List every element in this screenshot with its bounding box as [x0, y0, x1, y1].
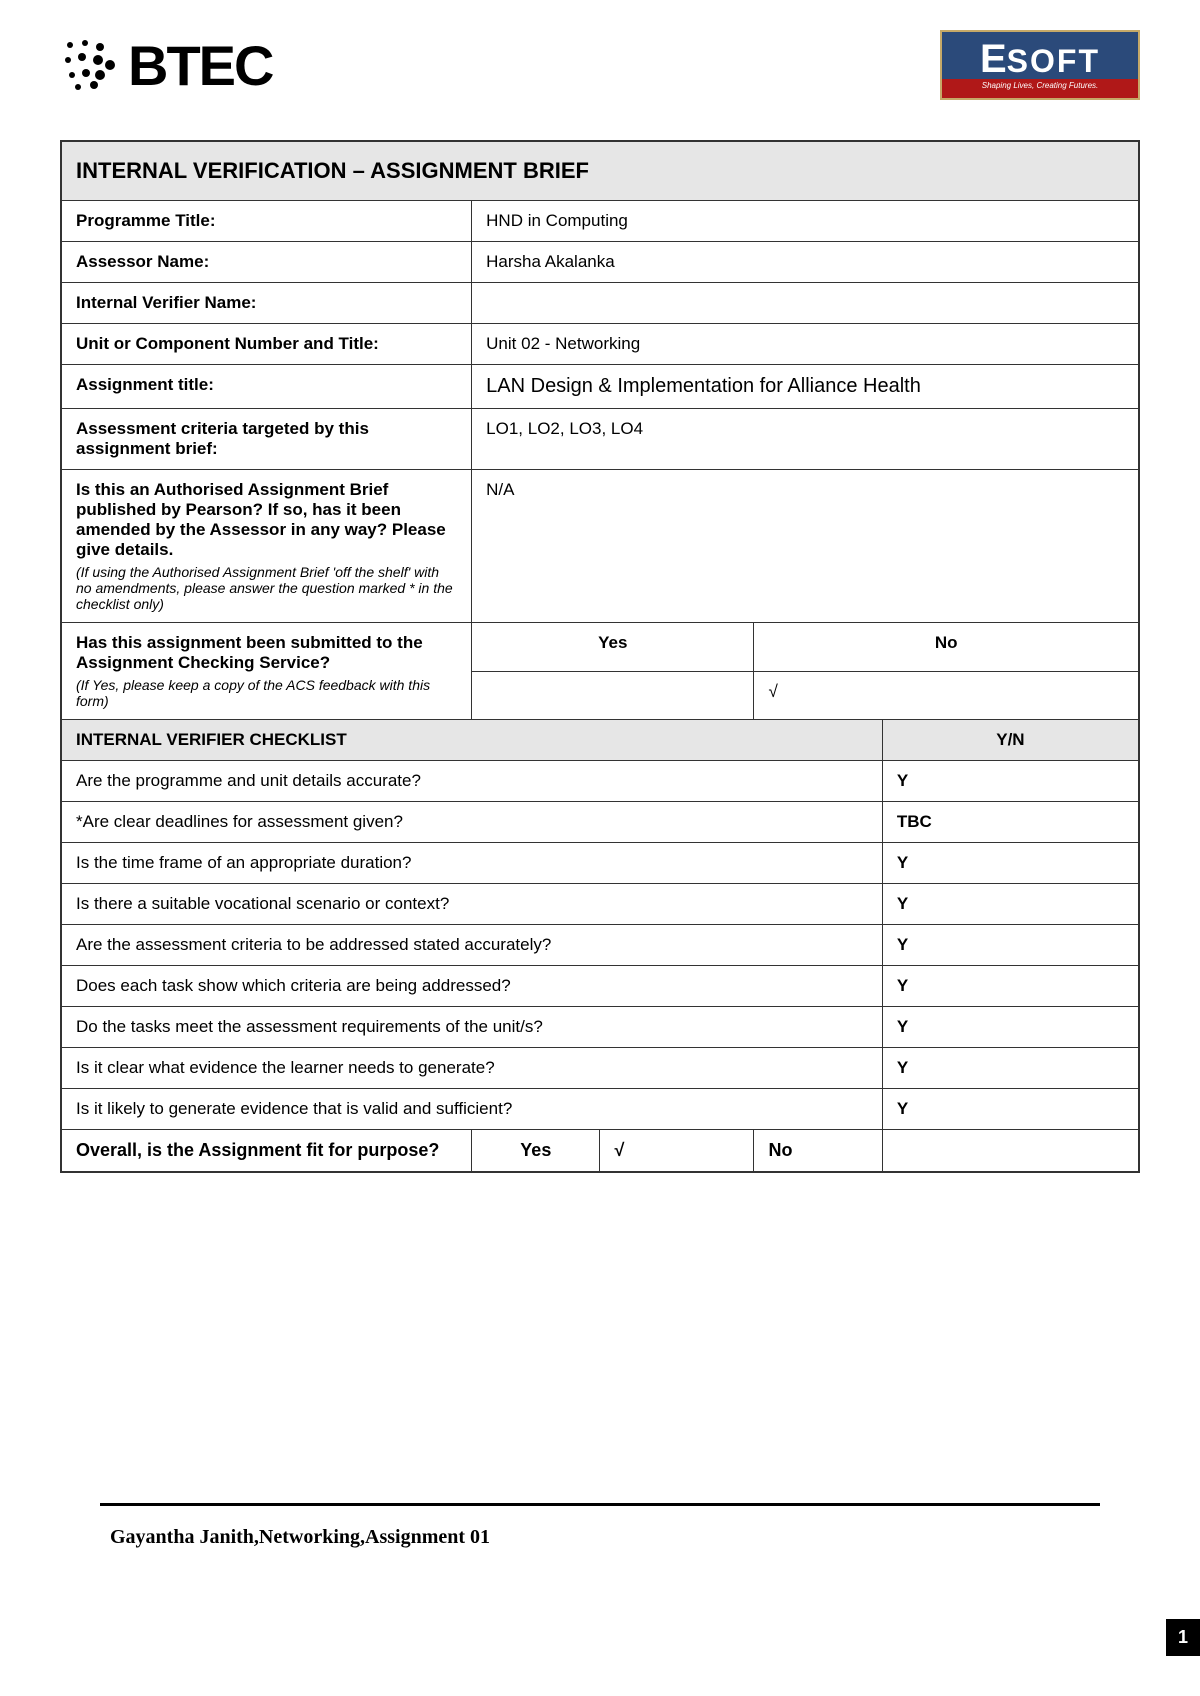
overall-yes-label: Yes [472, 1130, 600, 1173]
form-row: Assignment title: LAN Design & Implement… [61, 365, 1139, 409]
page-container: BTEC ESOFT Shaping Lives, Creating Futur… [0, 0, 1200, 1549]
overall-no-value [882, 1130, 1139, 1173]
overall-no-label: No [754, 1130, 882, 1173]
checklist-header-row: INTERNAL VERIFIER CHECKLIST Y/N [61, 720, 1139, 761]
checklist-row: Is it likely to generate evidence that i… [61, 1089, 1139, 1130]
overall-row: Overall, is the Assignment fit for purpo… [61, 1130, 1139, 1173]
label-authorised: Is this an Authorised Assignment Brief p… [61, 470, 472, 623]
checklist-q: Is there a suitable vocational scenario … [61, 884, 882, 925]
value-verifier [472, 283, 1139, 324]
form-row: Assessment criteria targeted by this ass… [61, 409, 1139, 470]
checklist-q: Does each task show which criteria are b… [61, 966, 882, 1007]
form-row-submitted: Has this assignment been submitted to th… [61, 623, 1139, 672]
value-assignment-title: LAN Design & Implementation for Alliance… [472, 365, 1139, 409]
checklist-row: Is the time frame of an appropriate dura… [61, 843, 1139, 884]
form-row: Assessor Name: Harsha Akalanka [61, 242, 1139, 283]
form-row: Internal Verifier Name: [61, 283, 1139, 324]
label-authorised-text: Is this an Authorised Assignment Brief p… [76, 480, 446, 559]
esoft-tagline: Shaping Lives, Creating Futures. [942, 79, 1138, 92]
checklist-q: Is it likely to generate evidence that i… [61, 1089, 882, 1130]
label-submitted: Has this assignment been submitted to th… [61, 623, 472, 720]
footer-divider [100, 1503, 1100, 1506]
checklist-row: Is it clear what evidence the learner ne… [61, 1048, 1139, 1089]
checklist-q: Is the time frame of an appropriate dura… [61, 843, 882, 884]
checklist-row: Are the programme and unit details accur… [61, 761, 1139, 802]
value-authorised: N/A [472, 470, 1139, 623]
btec-logo-text: BTEC [128, 33, 272, 98]
form-title: INTERNAL VERIFICATION – ASSIGNMENT BRIEF [61, 141, 1139, 201]
checklist-a: Y [882, 1007, 1139, 1048]
no-header: No [754, 623, 1139, 672]
submitted-yes-value [472, 671, 754, 720]
label-unit: Unit or Component Number and Title: [61, 324, 472, 365]
form-title-row: INTERNAL VERIFICATION – ASSIGNMENT BRIEF [61, 141, 1139, 201]
checklist-a: Y [882, 925, 1139, 966]
checklist-a: Y [882, 966, 1139, 1007]
form-row-authorised: Is this an Authorised Assignment Brief p… [61, 470, 1139, 623]
checklist-a: Y [882, 884, 1139, 925]
checklist-row: Do the tasks meet the assessment require… [61, 1007, 1139, 1048]
value-criteria: LO1, LO2, LO3, LO4 [472, 409, 1139, 470]
checklist-row: *Are clear deadlines for assessment give… [61, 802, 1139, 843]
page-number: 1 [1166, 1619, 1200, 1656]
label-verifier: Internal Verifier Name: [61, 283, 472, 324]
checklist-q: Is it clear what evidence the learner ne… [61, 1048, 882, 1089]
esoft-logo: ESOFT Shaping Lives, Creating Futures. [940, 30, 1140, 100]
esoft-logo-text: ESOFT [980, 39, 1100, 79]
form-row: Programme Title: HND in Computing [61, 201, 1139, 242]
footer-text: Gayantha Janith,Networking,Assignment 01 [60, 1526, 1140, 1549]
checklist-a: Y [882, 1089, 1139, 1130]
value-unit: Unit 02 - Networking [472, 324, 1139, 365]
checklist-row: Is there a suitable vocational scenario … [61, 884, 1139, 925]
checklist-header-right: Y/N [882, 720, 1139, 761]
checklist-q: *Are clear deadlines for assessment give… [61, 802, 882, 843]
label-authorised-note: (If using the Authorised Assignment Brie… [76, 564, 457, 612]
checklist-a: TBC [882, 802, 1139, 843]
label-submitted-note: (If Yes, please keep a copy of the ACS f… [76, 677, 457, 709]
submitted-no-value: √ [754, 671, 1139, 720]
checklist-a: Y [882, 843, 1139, 884]
checklist-row: Does each task show which criteria are b… [61, 966, 1139, 1007]
header-logos: BTEC ESOFT Shaping Lives, Creating Futur… [60, 30, 1140, 100]
label-assignment-title: Assignment title: [61, 365, 472, 409]
checklist-header-left: INTERNAL VERIFIER CHECKLIST [61, 720, 882, 761]
checklist-q: Are the programme and unit details accur… [61, 761, 882, 802]
checklist-a: Y [882, 1048, 1139, 1089]
yes-header: Yes [472, 623, 754, 672]
verification-form: INTERNAL VERIFICATION – ASSIGNMENT BRIEF… [60, 140, 1140, 1173]
overall-label: Overall, is the Assignment fit for purpo… [61, 1130, 472, 1173]
label-programme: Programme Title: [61, 201, 472, 242]
btec-logo: BTEC [60, 33, 272, 98]
form-row: Unit or Component Number and Title: Unit… [61, 324, 1139, 365]
overall-yes-value: √ [600, 1130, 754, 1173]
label-submitted-text: Has this assignment been submitted to th… [76, 633, 423, 672]
checklist-a: Y [882, 761, 1139, 802]
checklist-q: Are the assessment criteria to be addres… [61, 925, 882, 966]
checklist-row: Are the assessment criteria to be addres… [61, 925, 1139, 966]
value-programme: HND in Computing [472, 201, 1139, 242]
btec-dots-icon [60, 35, 120, 95]
value-assessor: Harsha Akalanka [472, 242, 1139, 283]
label-criteria: Assessment criteria targeted by this ass… [61, 409, 472, 470]
checklist-q: Do the tasks meet the assessment require… [61, 1007, 882, 1048]
label-assessor: Assessor Name: [61, 242, 472, 283]
